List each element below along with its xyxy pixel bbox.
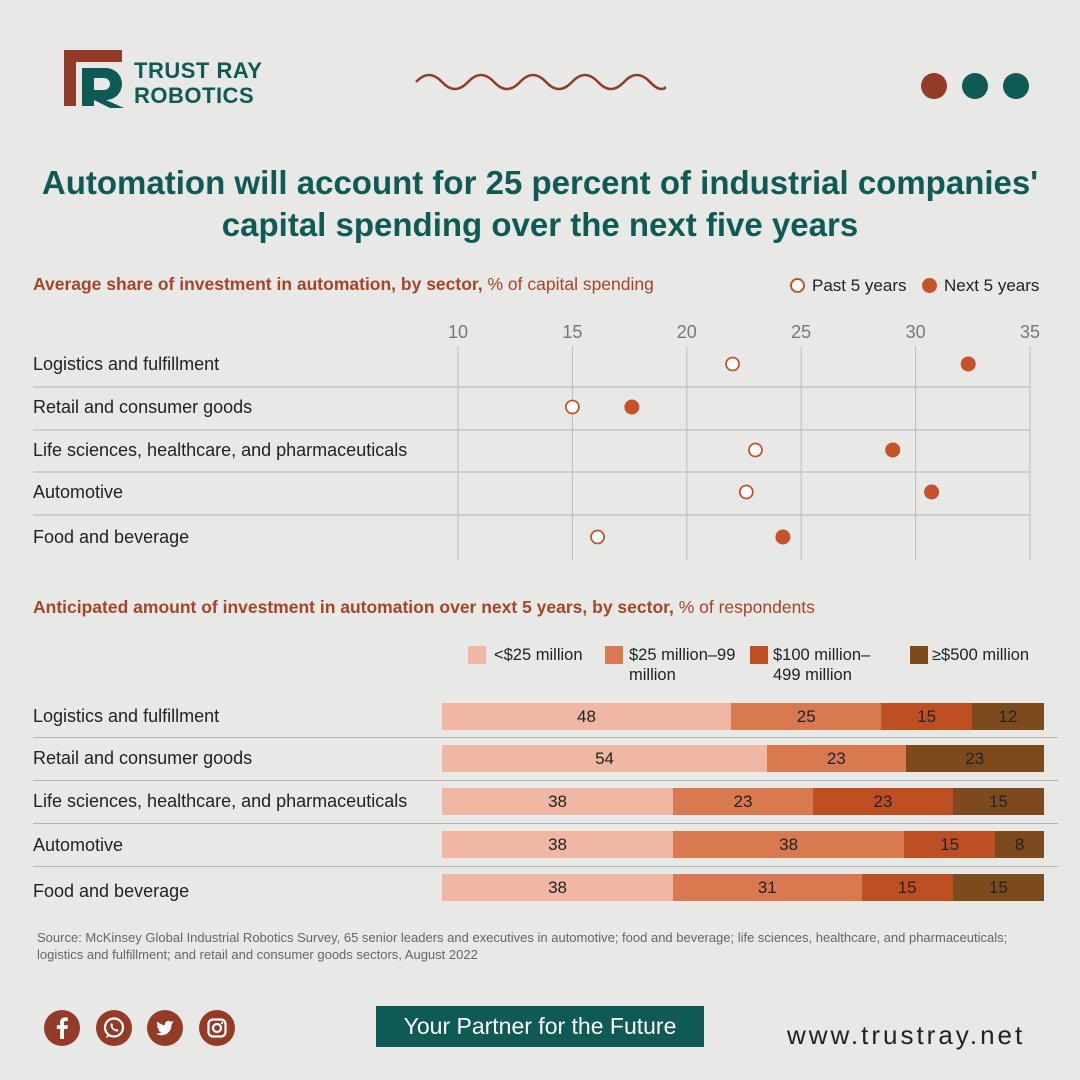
x-tick-label: 10 bbox=[448, 322, 468, 342]
bar-segment: 23 bbox=[812, 788, 953, 815]
bar-row: 48 25 15 12 bbox=[442, 703, 1044, 730]
legend-swatch-4 bbox=[910, 646, 928, 664]
category-label: Automotive bbox=[33, 482, 123, 502]
section2-title-unit: % of respondents bbox=[678, 597, 815, 617]
bar-row: 54 23 23 bbox=[442, 745, 1044, 772]
row-separator bbox=[33, 823, 1058, 824]
bar-segment: 31 bbox=[673, 874, 862, 901]
logo-mark-icon bbox=[64, 50, 124, 108]
legend-label-4: ≥$500 million bbox=[932, 646, 1030, 664]
next-5-years-dot bbox=[960, 356, 976, 372]
next-5-years-dot bbox=[775, 529, 791, 545]
row-separator bbox=[33, 780, 1058, 781]
brand-logo: TRUST RAY ROBOTICS bbox=[62, 44, 292, 110]
next-5-years-dot bbox=[924, 484, 940, 500]
category-label: Logistics and fulfillment bbox=[33, 354, 219, 374]
website-link[interactable]: www.trustray.net bbox=[787, 1020, 1026, 1050]
bar-segment: 15 bbox=[881, 703, 972, 730]
row-separator bbox=[33, 737, 1058, 738]
x-tick-label: 20 bbox=[677, 322, 697, 342]
instagram-icon[interactable] bbox=[199, 1010, 235, 1046]
bar-segment: 38 bbox=[442, 874, 674, 901]
x-tick-label: 35 bbox=[1020, 322, 1040, 342]
tagline-banner: Your Partner for the Future bbox=[376, 1006, 704, 1047]
category-label: Life sciences, healthcare, and pharmaceu… bbox=[33, 791, 408, 811]
bar-row: 38 38 15 8 bbox=[442, 831, 1044, 858]
bar-segment: 15 bbox=[904, 831, 996, 858]
past-5-years-dot bbox=[565, 399, 580, 415]
bar-segment: 23 bbox=[673, 788, 813, 815]
logo-line-2: ROBOTICS bbox=[134, 83, 255, 108]
legend-past-label: Past 5 years bbox=[812, 276, 907, 295]
legend-next-label: Next 5 years bbox=[944, 276, 1040, 295]
category-label: Life sciences, healthcare, and pharmaceu… bbox=[33, 440, 407, 460]
category-label: Food and beverage bbox=[33, 881, 190, 901]
section1-title-bold: Average share of investment in automatio… bbox=[33, 274, 483, 294]
decor-dot-3 bbox=[1003, 73, 1029, 99]
next-5-years-dot bbox=[885, 442, 901, 458]
wave-decoration bbox=[415, 73, 666, 91]
twitter-icon[interactable] bbox=[147, 1010, 183, 1046]
bar-segment: 48 bbox=[442, 703, 731, 730]
bar-segment: 38 bbox=[442, 831, 674, 858]
bar-segment: 38 bbox=[442, 788, 674, 815]
source-note: Source: McKinsey Global Industrial Robot… bbox=[37, 930, 1008, 962]
bar-segment: 8 bbox=[995, 831, 1044, 858]
category-label: Automotive bbox=[33, 835, 124, 855]
legend-next-marker bbox=[922, 278, 937, 293]
bar-segment: 15 bbox=[952, 874, 1044, 901]
bar-row: 38 31 15 15 bbox=[442, 874, 1044, 901]
decor-dot-2 bbox=[962, 73, 988, 99]
next-5-years-dot bbox=[624, 399, 640, 415]
bar-segment: 23 bbox=[905, 745, 1044, 772]
decor-dot-1 bbox=[921, 73, 947, 99]
bar-segment: 15 bbox=[952, 788, 1044, 815]
section2-title: Anticipated amount of investment in auto… bbox=[33, 597, 815, 618]
category-label: Food and beverage bbox=[33, 527, 189, 547]
legend-label-1: <$25 million bbox=[494, 646, 583, 664]
bar-segment: 54 bbox=[442, 745, 768, 772]
page-title: Automation will account for 25 percent o… bbox=[41, 164, 1039, 243]
category-label: Retail and consumer goods bbox=[33, 748, 253, 768]
section1-title: Average share of investment in automatio… bbox=[33, 274, 654, 295]
legend-swatch-2 bbox=[605, 646, 623, 664]
legend-swatch-1 bbox=[468, 646, 486, 664]
legend-label-3: $100 million–499 million bbox=[773, 646, 871, 684]
bar-segment: 38 bbox=[673, 831, 905, 858]
facebook-icon[interactable] bbox=[44, 1010, 80, 1046]
x-tick-label: 30 bbox=[906, 322, 926, 342]
logo-text: TRUST RAY ROBOTICS bbox=[134, 58, 262, 108]
past-5-years-dot bbox=[725, 356, 740, 372]
category-label: Retail and consumer goods bbox=[33, 397, 252, 417]
legend-past-marker bbox=[790, 278, 805, 293]
bar-segment: 25 bbox=[730, 703, 882, 730]
whatsapp-icon[interactable] bbox=[96, 1010, 132, 1046]
bar-row: 38 23 23 15 bbox=[442, 788, 1044, 815]
past-5-years-dot bbox=[738, 484, 754, 500]
x-tick-label: 25 bbox=[791, 322, 811, 342]
logo-line-1: TRUST RAY bbox=[134, 58, 263, 83]
section2-title-bold: Anticipated amount of investment in auto… bbox=[33, 597, 674, 617]
bar-segment: 12 bbox=[971, 703, 1044, 730]
section1-title-unit: % of capital spending bbox=[487, 274, 654, 294]
row-separator bbox=[33, 866, 1058, 867]
legend-swatch-3 bbox=[750, 646, 768, 664]
category-label: Logistics and fulfillment bbox=[33, 706, 220, 726]
past-5-years-dot bbox=[748, 442, 763, 458]
bar-segment: 23 bbox=[767, 745, 906, 772]
legend-label-2: $25 million–99 million bbox=[629, 646, 736, 684]
dot-plot-chart: 10 15 20 25 30 35 Logistics and fulfillment Ret… bbox=[33, 322, 1040, 560]
x-tick-label: 15 bbox=[562, 322, 582, 342]
past-5-years-dot bbox=[590, 529, 605, 545]
bar-segment: 15 bbox=[861, 874, 953, 901]
